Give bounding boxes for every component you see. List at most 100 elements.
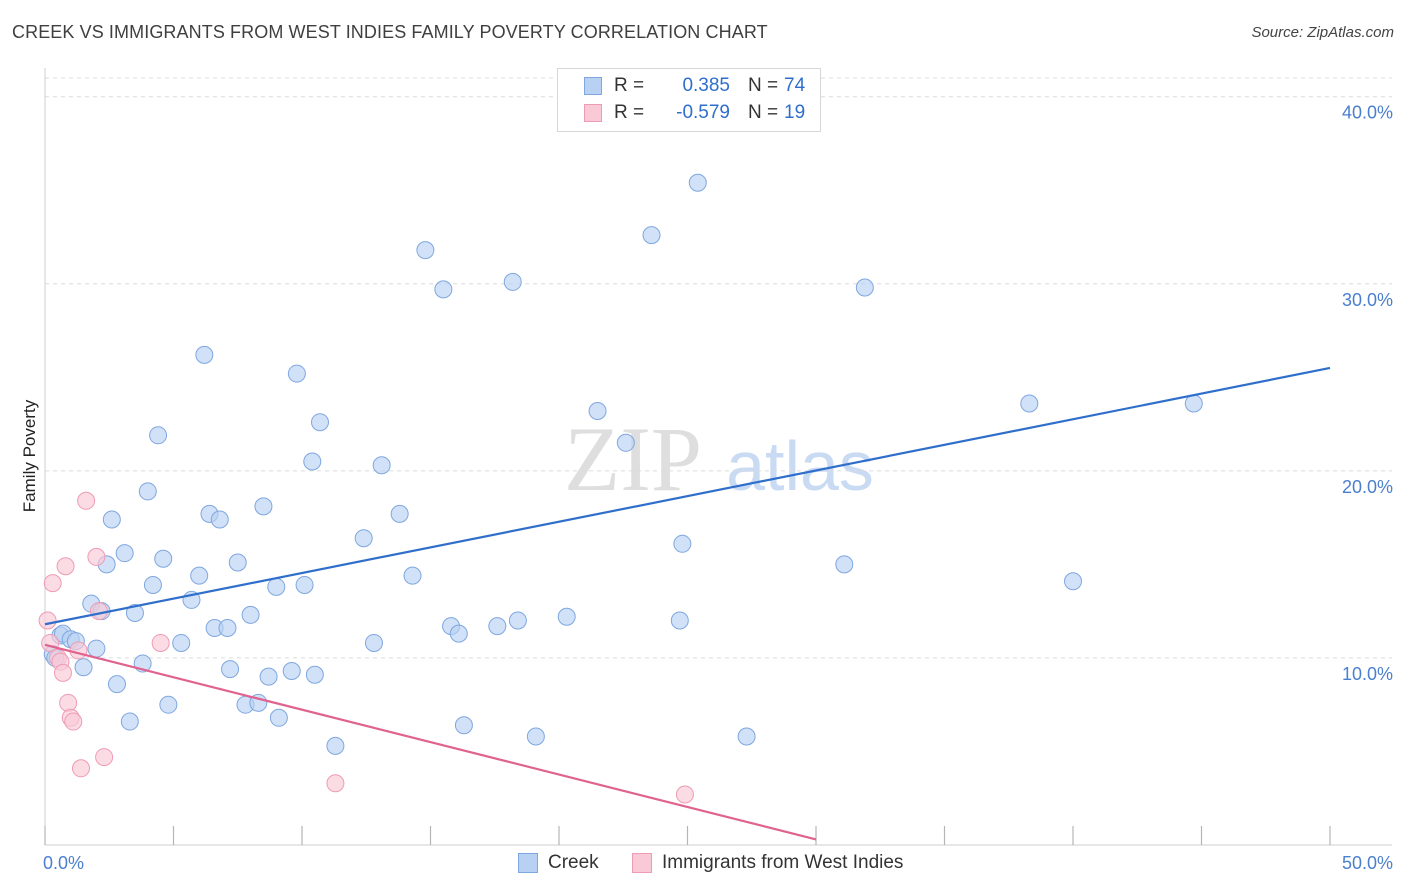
r-label: R = (614, 75, 645, 96)
creek-point (670, 611, 689, 630)
creek-point (488, 617, 507, 636)
creek-point (354, 529, 373, 548)
grid (45, 77, 1392, 659)
creek-point (254, 497, 273, 516)
watermark-zip: ZIP (564, 408, 702, 510)
creek-point (673, 534, 692, 553)
creek-swatch-icon (518, 853, 538, 873)
creek-point (195, 345, 214, 364)
creek-point (138, 482, 157, 501)
creek-point (267, 577, 286, 596)
n-value: 74 (784, 75, 806, 96)
n-label: N = (748, 75, 779, 96)
x-tick-label: 50.0% (1342, 853, 1393, 873)
creek-point (149, 426, 168, 445)
creek-point (287, 364, 306, 383)
creek-point (364, 633, 383, 652)
creek-point (434, 280, 453, 299)
creek-point (218, 618, 237, 637)
x-tick-label: 0.0% (43, 853, 84, 873)
creek-point (221, 660, 240, 679)
creek-point (508, 611, 527, 630)
creek-point (269, 708, 288, 727)
legend-item-west-indies[interactable]: Immigrants from West Indies (632, 852, 903, 874)
west-indies-point (95, 748, 114, 767)
west-indies-point (71, 759, 90, 778)
west-indies-point (43, 574, 62, 593)
creek-point (107, 675, 126, 694)
creek-point (557, 607, 576, 626)
creek-point (305, 665, 324, 684)
y-tick-label: 40.0% (1342, 103, 1393, 123)
legend-row-creek: R = 0.385 N = 74 (584, 73, 814, 99)
legend-item-creek[interactable]: Creek (518, 852, 599, 874)
west-indies-point (89, 602, 108, 621)
creek-point (282, 662, 301, 681)
west-indies-point (326, 774, 345, 793)
trend-lines (44, 366, 1331, 841)
creek-point (125, 604, 144, 623)
creek-point (503, 272, 522, 291)
r-value: 0.385 (682, 75, 730, 96)
west-indies-point (59, 693, 78, 712)
creek-point (115, 544, 134, 563)
creek-point (1020, 394, 1039, 413)
r-label: R = (614, 102, 645, 123)
n-label: N = (748, 102, 779, 123)
creek-swatch-icon (584, 77, 602, 95)
creek-point (1064, 572, 1082, 591)
creek-point (87, 639, 106, 658)
west-indies-point (69, 641, 88, 660)
axes (44, 68, 1392, 846)
creek-point (259, 667, 278, 686)
source-label: Source: ZipAtlas.com (1251, 24, 1394, 41)
creek-point (102, 510, 121, 529)
creek-point (372, 456, 391, 475)
west-indies-point (77, 491, 96, 510)
west-indies-point (87, 547, 106, 566)
legend-west-indies-label: Immigrants from West Indies (662, 852, 904, 873)
creek-point (295, 575, 314, 594)
creek-point (416, 241, 435, 260)
west-indies-swatch-icon (584, 104, 602, 122)
y-tick-label: 30.0% (1342, 290, 1393, 310)
west-indies-point (64, 712, 83, 731)
creek-point (642, 226, 661, 245)
n-value: 19 (784, 102, 806, 123)
stats-legend: R = 0.385 N = 74 R = -0.579 N = 19 (557, 68, 821, 132)
creek-point (390, 504, 409, 523)
creek-point (74, 658, 93, 677)
r-value: -0.579 (676, 102, 730, 123)
data-points (38, 173, 1203, 804)
creek-point (688, 173, 707, 192)
watermark-atlas: atlas (726, 427, 874, 505)
creek-point (616, 433, 635, 452)
west-indies-point (151, 633, 170, 652)
creek-point (159, 695, 178, 714)
creek-point (228, 553, 247, 572)
creek-point (210, 510, 229, 529)
y-tick-label: 20.0% (1342, 477, 1393, 497)
creek-point (737, 727, 756, 746)
creek-point (310, 413, 329, 432)
west-indies-point (53, 663, 72, 682)
creek-point (303, 452, 322, 471)
creek-point (120, 712, 139, 731)
creek-point (190, 566, 209, 585)
creek-trend-line (44, 366, 1331, 626)
watermark: ZIP atlas (564, 408, 874, 510)
chart-title: CREEK VS IMMIGRANTS FROM WEST INDIES FAM… (12, 22, 768, 42)
series-legend: Creek Immigrants from West Indies (0, 852, 1406, 876)
creek-point (449, 624, 468, 643)
creek-point (526, 727, 545, 746)
west-indies-swatch-icon (632, 853, 652, 873)
west-indies-trend-line (44, 643, 817, 841)
creek-point (154, 549, 173, 568)
west-indies-point (41, 633, 60, 652)
creek-point (143, 575, 162, 594)
legend-row-west-indies: R = -0.579 N = 19 (584, 100, 814, 126)
y-tick-label: 10.0% (1342, 664, 1393, 684)
creek-point (403, 566, 422, 585)
creek-point (855, 278, 874, 297)
west-indies-point (675, 785, 694, 804)
